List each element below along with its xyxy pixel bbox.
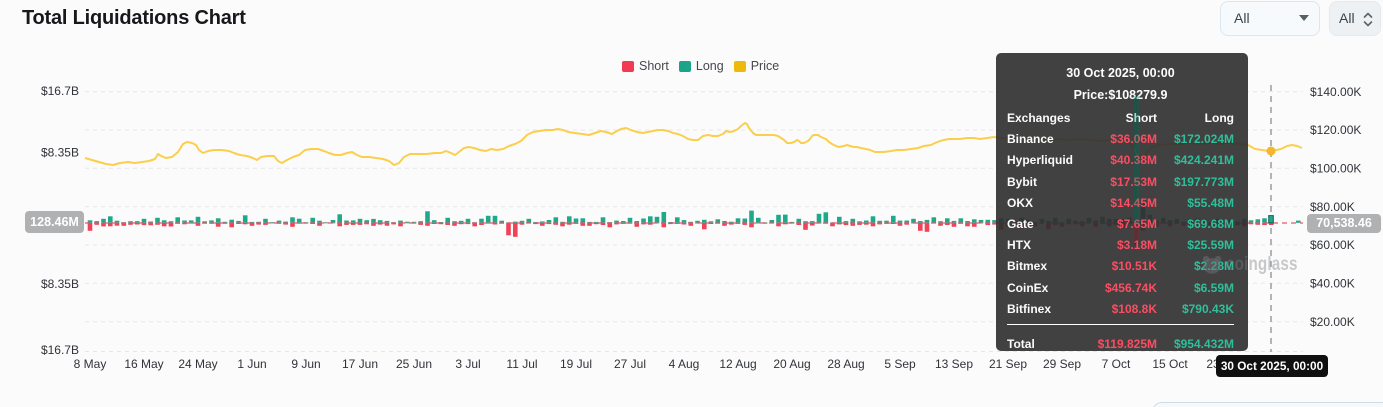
svg-text:21 Sep: 21 Sep <box>989 357 1027 371</box>
svg-text:$16.7B: $16.7B <box>41 343 79 357</box>
svg-text:$120.00K: $120.00K <box>1310 123 1361 137</box>
svg-text:3 Jul: 3 Jul <box>455 357 480 371</box>
svg-text:19 Jul: 19 Jul <box>560 357 592 371</box>
svg-text:25 Jun: 25 Jun <box>396 357 432 371</box>
svg-text:27 Jul: 27 Jul <box>614 357 646 371</box>
svg-text:20 Aug: 20 Aug <box>773 357 810 371</box>
svg-text:1 Jun: 1 Jun <box>237 357 266 371</box>
svg-text:$16.7B: $16.7B <box>41 84 79 98</box>
svg-text:5 Sep: 5 Sep <box>884 357 916 371</box>
svg-text:28 Aug: 28 Aug <box>827 357 864 371</box>
svg-text:$20.00K: $20.00K <box>1310 315 1355 329</box>
svg-text:8 May: 8 May <box>74 357 107 371</box>
svg-text:9 Jun: 9 Jun <box>291 357 320 371</box>
svg-text:$100.00K: $100.00K <box>1310 162 1361 176</box>
svg-text:29 Sep: 29 Sep <box>1043 357 1081 371</box>
svg-text:4 Aug: 4 Aug <box>669 357 700 371</box>
svg-text:11 Jul: 11 Jul <box>506 357 537 371</box>
svg-text:12 Aug: 12 Aug <box>719 357 756 371</box>
svg-text:$60.00K: $60.00K <box>1310 238 1355 252</box>
svg-text:17 Jun: 17 Jun <box>342 357 378 371</box>
svg-text:$8.35B: $8.35B <box>41 146 79 160</box>
svg-text:$140.00K: $140.00K <box>1310 85 1361 99</box>
svg-text:24 May: 24 May <box>178 357 217 371</box>
svg-text:7 Oct: 7 Oct <box>1102 357 1131 371</box>
svg-text:$40.00K: $40.00K <box>1310 277 1355 291</box>
svg-text:15 Oct: 15 Oct <box>1152 357 1188 371</box>
svg-text:13 Sep: 13 Sep <box>935 357 973 371</box>
svg-text:$80.00K: $80.00K <box>1310 200 1355 214</box>
svg-text:16 May: 16 May <box>124 357 163 371</box>
svg-text:$8.35B: $8.35B <box>41 277 79 291</box>
